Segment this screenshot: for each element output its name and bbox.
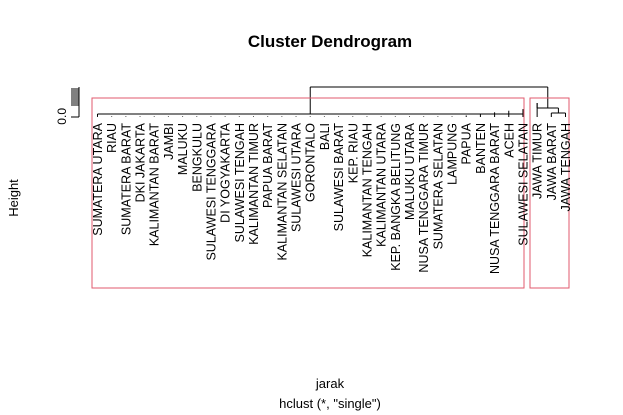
leaf-label: JAWA TIMUR <box>531 123 545 199</box>
y-axis-label: Height <box>6 179 21 217</box>
leaf-label: MALUKU UTARA <box>403 122 417 220</box>
leaf-label: JAWA BARAT <box>545 123 559 201</box>
leaf-label: DKI JAKARTA <box>134 122 148 202</box>
x-axis-label: jarak <box>315 376 345 391</box>
leaf-label: SULAWESI TENGGARA <box>204 122 218 260</box>
leaf-label: KALIMANTAN UTARA <box>375 122 389 247</box>
chart-title: Cluster Dendrogram <box>248 32 412 51</box>
leaf-label: JAWA TENGAH <box>559 123 573 211</box>
leaf-label: SULAWESI TENGAH <box>233 123 247 242</box>
leaf-label: KALIMANTAN SELATAN <box>275 123 289 261</box>
method-sublabel: hclust (*, "single") <box>279 396 381 411</box>
leaf-label: NUSA TENGGARA TIMUR <box>417 123 431 273</box>
leaf-label: LAMPUNG <box>446 123 460 185</box>
leaf-label: GORONTALO <box>304 123 318 202</box>
leaf-label: DI YOGYAKARTA <box>219 122 233 222</box>
leaf-label: SUMATERA UTARA <box>91 122 105 235</box>
leaf-labels: SUMATERA UTARA RIAU SUMATERA BARAT DKI JAKA… <box>91 122 573 274</box>
leaf-label: KALIMANTAN TENGAH <box>360 123 374 257</box>
leaf-label: PAPUA BARAT <box>261 123 275 208</box>
cluster-boxes <box>91 97 570 289</box>
leaf-label: BANTEN <box>474 123 488 174</box>
leaf-label: PAPUA <box>460 122 474 164</box>
leaf-label: KEP. RIAU <box>346 123 360 183</box>
leaf-label: SULAWESI BARAT <box>332 123 346 232</box>
y-tick-label: 0.0 <box>55 108 69 125</box>
leaf-label: ACEH <box>502 123 516 158</box>
leaf-label: NUSA TENGGARA BARAT <box>488 123 502 274</box>
cluster-box-1 <box>91 97 525 289</box>
leaf-label: SULAWESI UTARA <box>290 122 304 232</box>
cluster-box-2 <box>529 97 570 289</box>
leaf-label: KEP. BANGKA BELITUNG <box>389 123 403 271</box>
leaf-label: SULAWESI SELATAN <box>516 123 530 246</box>
leaf-label: SUMATERA BARAT <box>119 123 133 235</box>
leaf-label: KALIMANTAN BARAT <box>148 123 162 247</box>
dendrogram-tree <box>97 86 566 117</box>
leaf-label: JAMBI <box>162 123 176 160</box>
leaf-label: SUMATERA SELATAN <box>431 123 445 249</box>
leaf-label: RIAU <box>105 123 119 153</box>
leaf-label: MALUKU <box>176 123 190 175</box>
y-axis: 0.0 <box>55 87 80 125</box>
leaf-label: KALIMANTAN TIMUR <box>247 123 261 245</box>
leaf-label: BENGKULU <box>190 123 204 192</box>
leaf-label: BALI <box>318 123 332 150</box>
